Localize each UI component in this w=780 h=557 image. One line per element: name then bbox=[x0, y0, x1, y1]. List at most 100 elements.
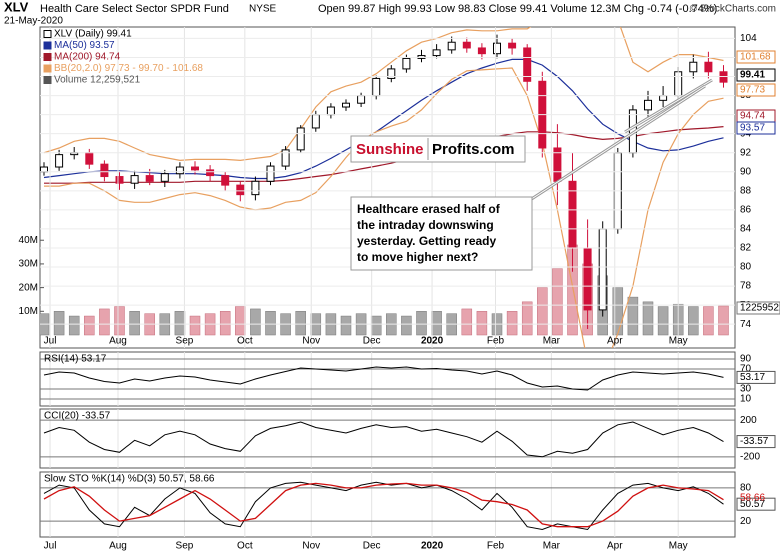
candle-body bbox=[191, 166, 199, 171]
legend-entry: MA(50) 93.57 bbox=[54, 40, 115, 51]
indicator-line bbox=[43, 421, 724, 458]
x-tick-label: Apr bbox=[607, 336, 623, 347]
indicator-line bbox=[43, 58, 724, 180]
annotation-line: to move higher next? bbox=[357, 250, 478, 264]
volume-bar bbox=[189, 315, 201, 336]
candle-body bbox=[372, 77, 381, 97]
candle-body bbox=[130, 175, 139, 184]
y-tick-label: 20 bbox=[740, 516, 752, 527]
candle-body bbox=[598, 228, 607, 311]
y-tick-label: 90 bbox=[740, 166, 752, 177]
legend-swatch bbox=[43, 30, 52, 38]
volume-bar bbox=[219, 311, 231, 336]
volume-bar bbox=[688, 306, 699, 336]
last-value-box bbox=[736, 68, 776, 82]
legend-entry: XLV (Daily) 99.41 bbox=[54, 29, 132, 40]
volume-bar bbox=[431, 311, 442, 336]
volume-bar bbox=[657, 306, 669, 336]
logo-box bbox=[350, 135, 526, 163]
last-value-box bbox=[736, 121, 776, 135]
x-tick-label: May bbox=[669, 541, 688, 552]
candle-body bbox=[145, 175, 154, 182]
y-tick-label: 200 bbox=[740, 415, 757, 426]
legend-entry: BB(20,2.0) 97.73 - 99.70 - 101.68 bbox=[54, 63, 203, 74]
candle-body bbox=[447, 41, 456, 51]
cci-frame bbox=[39, 408, 736, 469]
y-tick-label: -200 bbox=[740, 451, 760, 462]
last-value-box bbox=[736, 50, 776, 64]
logo-left: Sunshine bbox=[356, 141, 424, 158]
last-value-label: 50.57 bbox=[740, 499, 765, 510]
panel-title: CCI(20) -33.57 bbox=[44, 411, 111, 422]
y-tick-label: 10 bbox=[740, 394, 752, 405]
last-value-label: 101.68 bbox=[740, 52, 771, 63]
legend-swatch bbox=[43, 53, 52, 61]
sto-frame bbox=[39, 471, 736, 538]
y-tick-label: 80 bbox=[740, 262, 752, 273]
last-value-label: 93.57 bbox=[740, 123, 765, 134]
candle-body bbox=[357, 95, 366, 104]
candle-body bbox=[659, 95, 668, 101]
x-tick-label: Sep bbox=[176, 541, 194, 552]
indicator-line bbox=[43, 482, 724, 528]
volume-bar bbox=[250, 308, 261, 336]
candle-body bbox=[206, 169, 215, 177]
x-tick-label: Jul bbox=[44, 541, 57, 552]
volume-bar bbox=[552, 268, 563, 336]
x-tick-label: Jul bbox=[44, 336, 57, 347]
volume-bar bbox=[416, 311, 427, 336]
candle-body bbox=[704, 61, 713, 73]
x-tick-label: Apr bbox=[607, 541, 623, 552]
volume-bar bbox=[265, 311, 276, 336]
volume-bar bbox=[627, 296, 639, 336]
x-tick-label: Sep bbox=[176, 336, 194, 347]
last-value-box bbox=[736, 497, 776, 511]
candle-body bbox=[100, 163, 109, 178]
volume-tick-label: 10M bbox=[19, 306, 38, 317]
main-frame bbox=[39, 26, 736, 349]
candle-body bbox=[40, 166, 48, 173]
volume-bar bbox=[718, 305, 729, 336]
indicator-line bbox=[43, 481, 724, 531]
y-tick-label: 30 bbox=[740, 384, 752, 395]
candle-body bbox=[432, 49, 441, 57]
legend-entry: Volume 12,259,521 bbox=[54, 75, 141, 86]
x-tick-label: Feb bbox=[487, 336, 505, 347]
volume-bar bbox=[84, 315, 95, 336]
candle-body bbox=[523, 47, 532, 82]
last-value-box bbox=[736, 83, 776, 97]
volume-last-label: 12259521 bbox=[740, 303, 780, 314]
indicator-line bbox=[44, 126, 724, 184]
last-value-label: 53.17 bbox=[740, 372, 765, 383]
main-plot bbox=[40, 27, 729, 348]
x-tick-label: Feb bbox=[487, 541, 505, 552]
quote: Open 99.87 High 99.93 Low 98.83 Close 99… bbox=[318, 3, 717, 15]
volume-bar bbox=[99, 308, 110, 336]
panel-title: RSI(14) 53.17 bbox=[44, 354, 107, 365]
date: 21-May-2020 bbox=[4, 16, 63, 27]
x-tick-label: Nov bbox=[302, 336, 320, 347]
y-tick-label: 82 bbox=[740, 243, 752, 254]
annotation-line: yesterday. Getting ready bbox=[357, 234, 496, 248]
y-tick-label: 92 bbox=[740, 147, 752, 158]
y-tick-label: 104 bbox=[740, 33, 757, 44]
candle-body bbox=[477, 47, 486, 55]
candle-body bbox=[251, 180, 260, 196]
candle-body bbox=[462, 41, 471, 49]
volume-tick-label: 20M bbox=[19, 282, 38, 293]
trend-line bbox=[624, 79, 713, 133]
volume-bar bbox=[506, 311, 518, 336]
x-tick-label: Mar bbox=[543, 541, 561, 552]
candle-body bbox=[160, 173, 169, 182]
volume-bar bbox=[68, 315, 80, 336]
volume-bar bbox=[642, 301, 654, 336]
candle-body bbox=[311, 114, 320, 129]
x-tick-label: Aug bbox=[109, 336, 127, 347]
volume-tick-label: 30M bbox=[19, 259, 38, 270]
candle-body bbox=[115, 176, 124, 184]
candle-body bbox=[342, 102, 350, 108]
x-tick-label: Dec bbox=[363, 541, 381, 552]
symbol: XLV bbox=[4, 0, 29, 14]
candle-body bbox=[493, 42, 501, 55]
last-value-box bbox=[736, 435, 776, 449]
